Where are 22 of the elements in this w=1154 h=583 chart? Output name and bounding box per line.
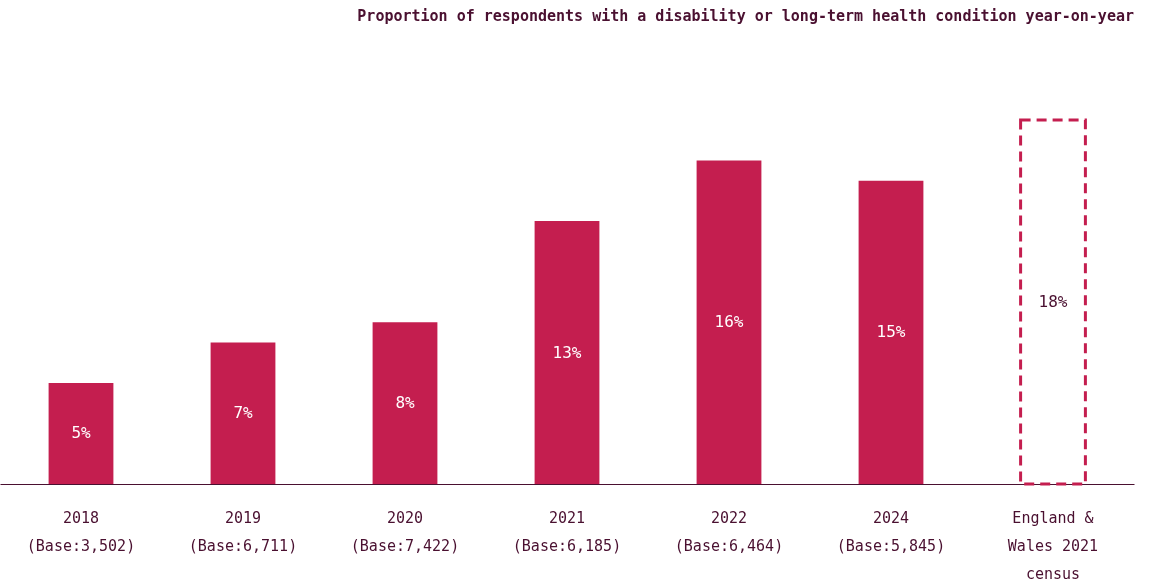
data-label: 8% bbox=[395, 393, 415, 413]
bar bbox=[696, 160, 762, 484]
bar bbox=[1019, 118, 1087, 486]
chart-title: Proportion of respondents with a disability or long-term health condition year-on-year bbox=[357, 6, 1134, 25]
x-tick-label: 2020 (Base:7,422) bbox=[350, 508, 460, 555]
x-tick-label: 2019 (Base:6,711) bbox=[188, 508, 298, 555]
x-tick-label: England & Wales 2021 census bbox=[1007, 508, 1099, 583]
data-label: 18% bbox=[1038, 292, 1068, 311]
data-label: 5% bbox=[71, 423, 91, 443]
bar bbox=[210, 342, 276, 484]
bar bbox=[48, 382, 114, 484]
data-label: 13% bbox=[552, 342, 582, 362]
data-label: 16% bbox=[714, 312, 744, 332]
bar bbox=[858, 180, 924, 484]
x-tick-label: 2021 (Base:6,185) bbox=[512, 508, 622, 555]
bar bbox=[534, 221, 600, 484]
x-tick-label: 2022 (Base:6,464) bbox=[674, 508, 784, 555]
x-tick-label: 2024 (Base:5,845) bbox=[836, 508, 946, 555]
data-label: 7% bbox=[233, 403, 253, 423]
data-label: 15% bbox=[876, 322, 906, 342]
bar bbox=[372, 322, 438, 484]
x-tick-label: 2018 (Base:3,502) bbox=[26, 508, 136, 555]
